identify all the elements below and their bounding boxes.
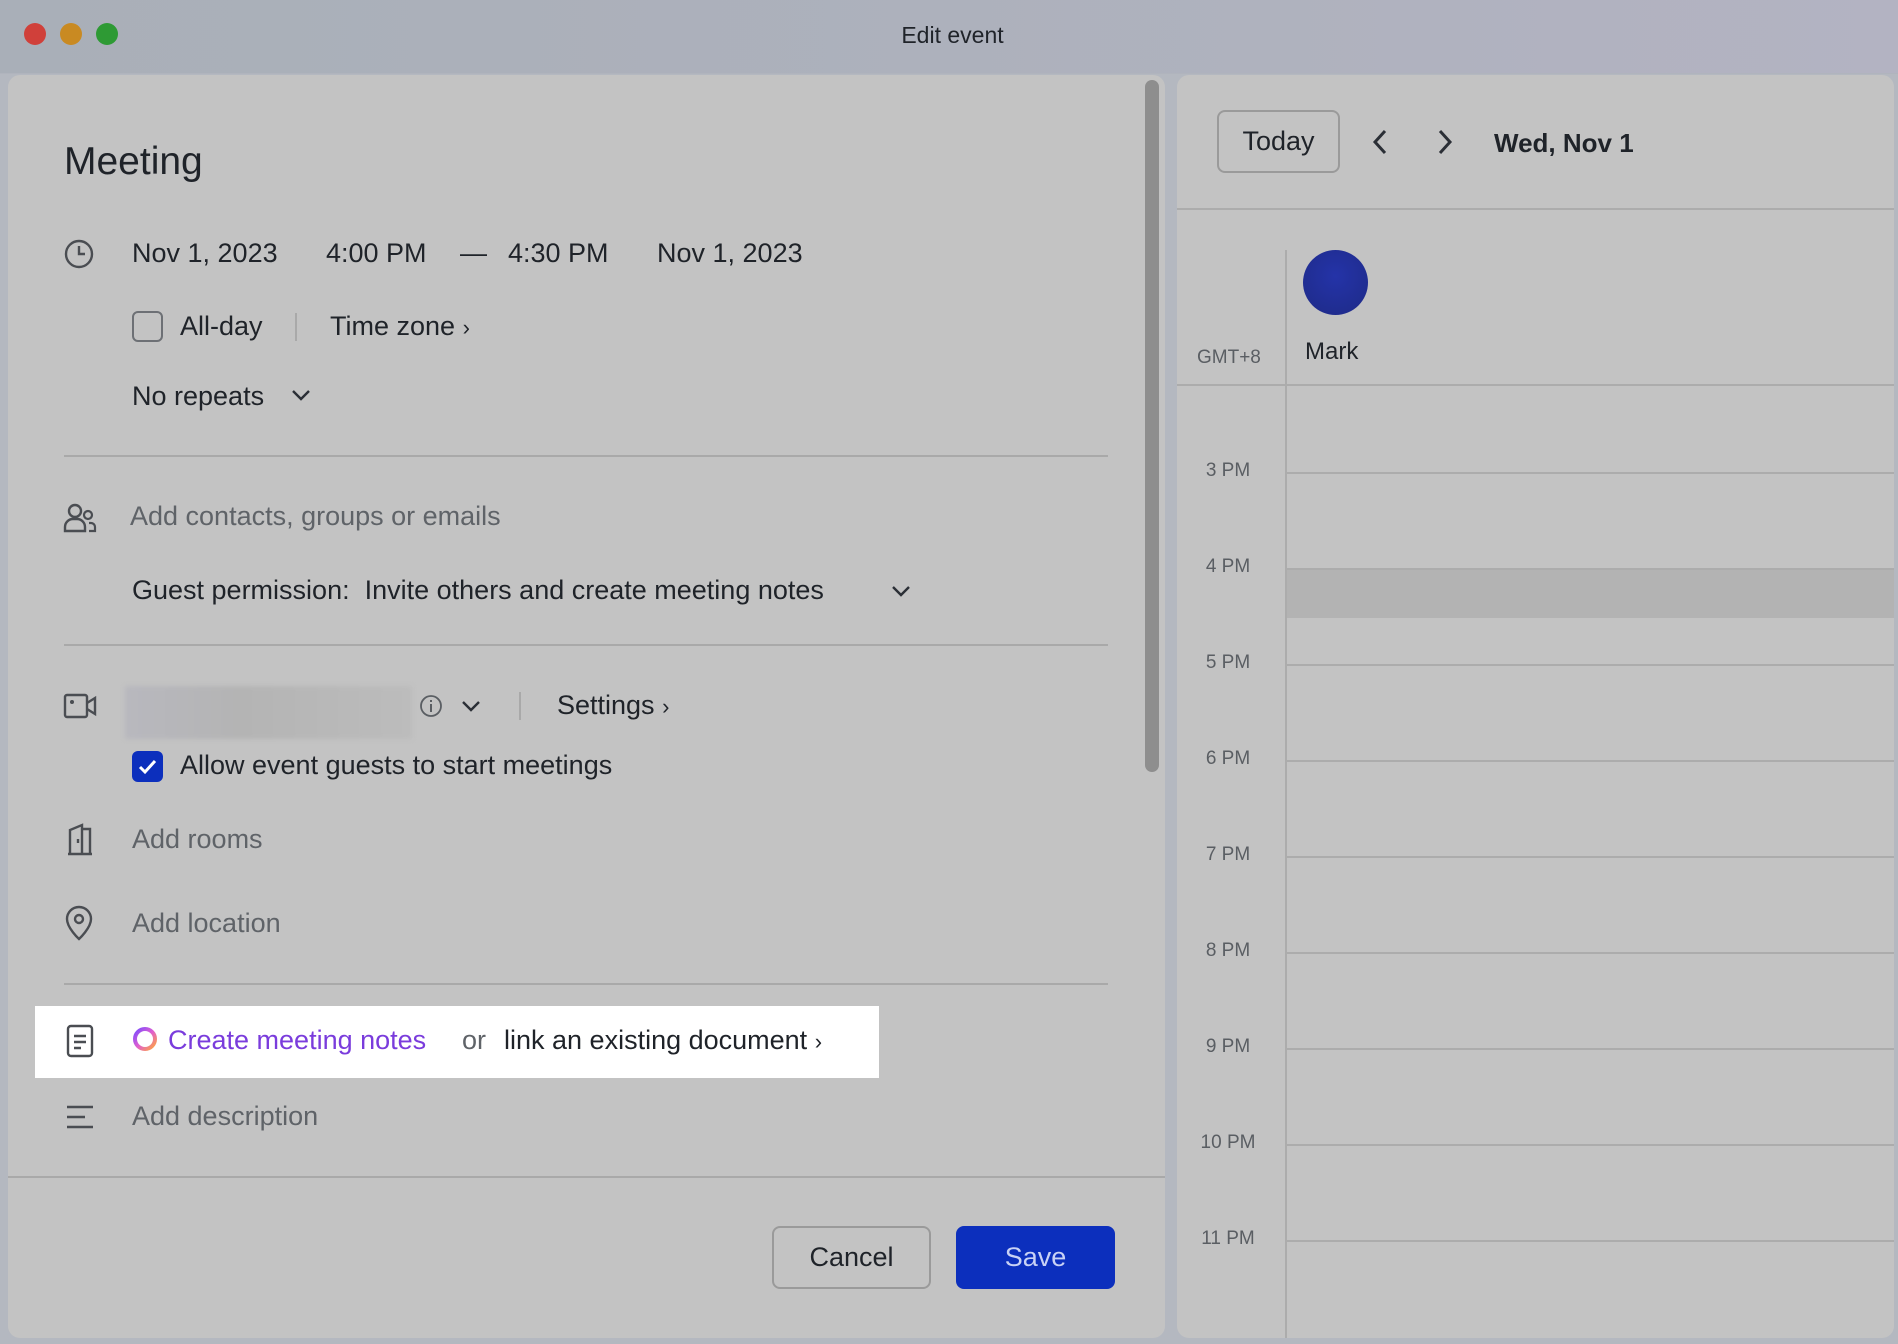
header-divider bbox=[1177, 208, 1894, 210]
guest-permission-value: Invite others and create meeting notes bbox=[364, 575, 824, 605]
time-zone-label: Time zone bbox=[330, 311, 456, 341]
divider bbox=[64, 983, 1108, 985]
hour-line bbox=[1287, 1048, 1894, 1050]
guest-permission-label: Guest permission: bbox=[132, 575, 350, 605]
clock-icon bbox=[64, 239, 94, 269]
description-lines-icon bbox=[67, 1105, 93, 1129]
window-title: Edit event bbox=[901, 22, 1004, 48]
header-bottom-divider bbox=[1177, 384, 1894, 386]
hour-line bbox=[1287, 568, 1894, 570]
hour-label: 4 PM bbox=[1205, 556, 1251, 577]
hour-line bbox=[1287, 952, 1894, 954]
time-axis-divider bbox=[1285, 250, 1287, 1338]
minimize-window-button[interactable] bbox=[60, 23, 82, 45]
hour-label: 5 PM bbox=[1205, 652, 1251, 673]
divider bbox=[64, 644, 1108, 646]
chevron-down-icon bbox=[292, 390, 310, 401]
hour-label: 9 PM bbox=[1205, 1036, 1251, 1057]
hour-line bbox=[1287, 1240, 1894, 1242]
calendar-panel bbox=[1177, 75, 1894, 1338]
hour-label: 11 PM bbox=[1201, 1228, 1255, 1249]
person-name: Mark bbox=[1305, 338, 1359, 365]
hour-line bbox=[1287, 760, 1894, 762]
separator bbox=[295, 313, 297, 341]
repeat-dropdown[interactable]: No repeats bbox=[132, 381, 264, 412]
info-icon[interactable] bbox=[419, 694, 443, 718]
create-meeting-notes-link[interactable]: Create meeting notes bbox=[168, 1025, 427, 1055]
footer-divider bbox=[8, 1176, 1165, 1178]
hour-line bbox=[1287, 472, 1894, 474]
current-date: Wed, Nov 1 bbox=[1494, 128, 1634, 158]
all-day-label: All-day bbox=[180, 311, 263, 341]
separator bbox=[519, 692, 521, 720]
location-pin-icon bbox=[65, 905, 93, 941]
location-input[interactable]: Add location bbox=[132, 908, 281, 938]
hour-label: 10 PM bbox=[1200, 1132, 1256, 1153]
event-title[interactable]: Meeting bbox=[64, 140, 203, 183]
hour-label: 8 PM bbox=[1205, 940, 1251, 961]
cancel-button[interactable]: Cancel bbox=[772, 1226, 931, 1289]
start-date[interactable]: Nov 1, 2023 bbox=[132, 238, 278, 268]
video-camera-icon bbox=[63, 693, 97, 719]
contacts-icon bbox=[63, 503, 97, 533]
save-button[interactable]: Save bbox=[956, 1226, 1115, 1289]
hour-label: 7 PM bbox=[1205, 844, 1251, 865]
ai-notes-logo-icon bbox=[133, 1027, 157, 1051]
hour-line bbox=[1287, 856, 1894, 858]
repeat-label: No repeats bbox=[132, 381, 265, 411]
avatar[interactable] bbox=[1303, 250, 1368, 315]
guest-permission-dropdown[interactable]: Guest permission: Invite others and crea… bbox=[132, 575, 824, 606]
rooms-input[interactable]: Add rooms bbox=[132, 824, 263, 854]
hour-line bbox=[1287, 664, 1894, 666]
hour-line bbox=[1287, 1144, 1894, 1146]
chevron-down-icon bbox=[892, 586, 910, 597]
allow-guests-label: Allow event guests to start meetings bbox=[180, 750, 613, 780]
or-label: or bbox=[462, 1025, 487, 1055]
link-document-label: link an existing document bbox=[504, 1025, 808, 1055]
end-date[interactable]: Nov 1, 2023 bbox=[657, 238, 803, 268]
hour-label: 3 PM bbox=[1205, 460, 1251, 481]
settings-link[interactable]: Settings › bbox=[557, 690, 669, 721]
scrollbar[interactable] bbox=[1145, 80, 1159, 772]
title-bar: Edit event bbox=[0, 0, 1898, 74]
room-door-icon bbox=[68, 823, 92, 856]
chevron-left-icon[interactable] bbox=[1370, 128, 1390, 156]
start-time[interactable]: 4:00 PM bbox=[326, 238, 427, 268]
hour-label: 6 PM bbox=[1205, 748, 1251, 769]
contacts-input[interactable]: Add contacts, groups or emails bbox=[130, 501, 501, 531]
description-input[interactable]: Add description bbox=[132, 1101, 319, 1131]
meeting-notes-row bbox=[35, 1006, 879, 1078]
chevron-right-icon[interactable] bbox=[1435, 128, 1455, 156]
divider bbox=[64, 455, 1108, 457]
today-button[interactable]: Today bbox=[1217, 110, 1340, 173]
all-day-checkbox[interactable] bbox=[132, 311, 163, 342]
chevron-right-icon: › bbox=[814, 1029, 823, 1054]
settings-label: Settings bbox=[557, 690, 655, 720]
link-existing-document-link[interactable]: link an existing document › bbox=[504, 1025, 822, 1056]
end-time[interactable]: 4:30 PM bbox=[508, 238, 609, 268]
checkmark-icon bbox=[138, 759, 157, 775]
chevron-right-icon: › bbox=[462, 315, 470, 340]
event-block[interactable] bbox=[1287, 568, 1894, 618]
chevron-right-icon: › bbox=[662, 694, 670, 719]
time-dash: — bbox=[460, 238, 487, 268]
timezone-label: GMT+8 bbox=[1197, 347, 1261, 368]
maximize-window-button[interactable] bbox=[96, 23, 118, 45]
document-icon bbox=[66, 1024, 94, 1058]
time-zone-link[interactable]: Time zone › bbox=[330, 311, 470, 342]
allow-guests-checkbox[interactable] bbox=[132, 751, 163, 782]
meeting-provider-select[interactable] bbox=[125, 686, 412, 739]
chevron-down-icon[interactable] bbox=[461, 699, 481, 713]
close-window-button[interactable] bbox=[24, 23, 46, 45]
